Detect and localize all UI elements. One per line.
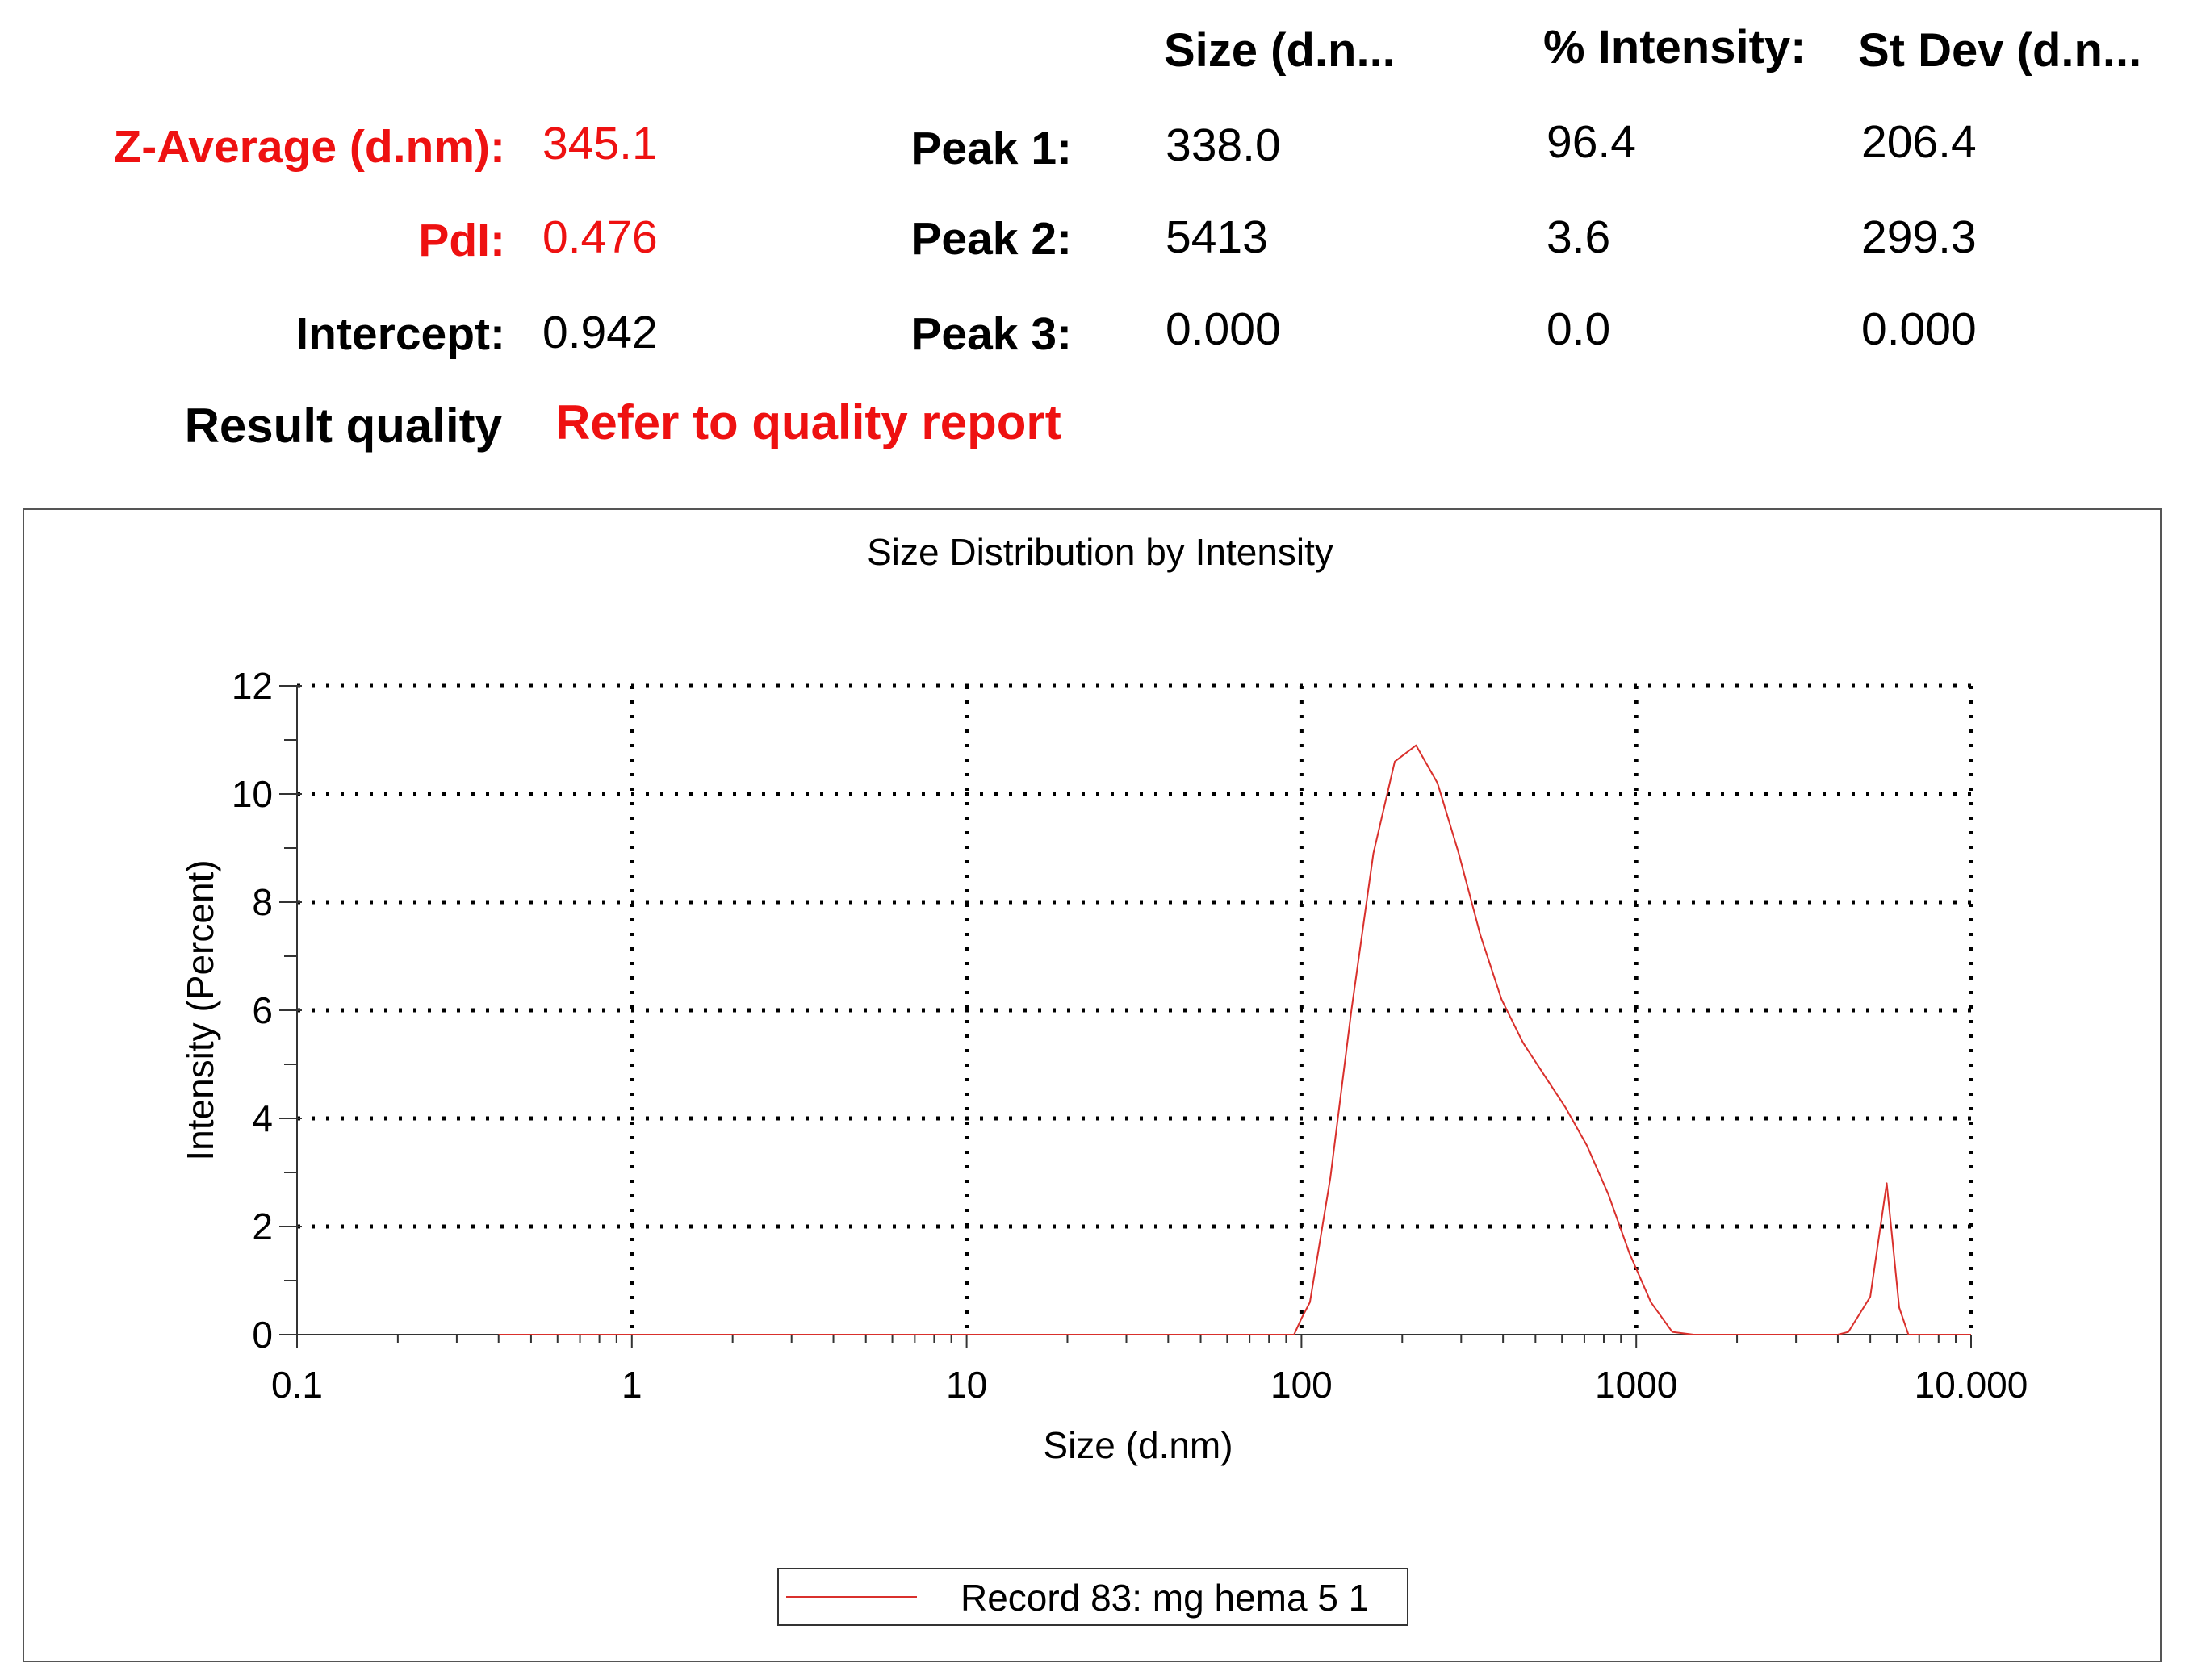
peak-2-intensity: 3.6: [1547, 211, 1611, 263]
y-tick-label: 2: [252, 1206, 273, 1247]
chart-frame: Size Distribution by Intensity 0 2 4 6 8 10 12…: [23, 508, 2162, 1662]
peak-3-size: 0.000: [1166, 303, 1281, 355]
y-tick-label: 10: [232, 773, 273, 815]
peak-2-stdev: 299.3: [1861, 211, 1977, 263]
peak-1-stdev: 206.4: [1861, 116, 1977, 168]
tick-labels: 0 2 4 6 8 10 12 0.1 1 10 100 1000 10.000: [232, 665, 2028, 1406]
y-tick-label: 12: [232, 665, 273, 707]
series-layer: [498, 744, 1971, 1335]
result-quality-value: Refer to quality report: [555, 395, 1061, 449]
y-tick-label: 4: [252, 1097, 273, 1139]
grid-lines: [297, 683, 1973, 1335]
peak-1-size: 338.0: [1166, 119, 1281, 171]
header-size: Size (d.n...: [1164, 24, 1396, 77]
peak-2-size: 5413: [1166, 211, 1268, 263]
tick-marks: [279, 685, 1972, 1348]
header-intensity: % Intensity:: [1543, 21, 1806, 73]
peak-2-label: Peak 2:: [910, 213, 1072, 265]
peak-3-stdev: 0.000: [1861, 303, 1977, 355]
peak-3-intensity: 0.0: [1547, 303, 1611, 355]
legend-label: Record 83: mg hema 5 1: [961, 1577, 1369, 1619]
y-axis-label: Intensity (Percent): [179, 859, 221, 1160]
x-tick-label: 100: [1270, 1364, 1333, 1406]
chart-title: Size Distribution by Intensity: [867, 531, 1333, 573]
peak-3-label: Peak 3:: [910, 308, 1072, 360]
legend: Record 83: mg hema 5 1: [777, 1568, 1408, 1626]
result-quality-label: Result quality: [184, 399, 502, 453]
peak-1-intensity: 96.4: [1547, 116, 1636, 168]
x-tick-label: 10: [946, 1364, 987, 1406]
pdi-label: PdI:: [418, 215, 505, 266]
series-line: [498, 744, 1971, 1335]
header-stdev: St Dev (d.n...: [1858, 24, 2142, 77]
pdi-value: 0.476: [542, 211, 658, 263]
z-average-label: Z-Average (d.nm):: [113, 121, 505, 173]
intercept-value: 0.942: [542, 307, 658, 358]
x-tick-label: 1000: [1595, 1364, 1677, 1406]
y-tick-label: 0: [252, 1314, 273, 1356]
z-average-value: 345.1: [542, 118, 658, 169]
y-tick-label: 8: [252, 881, 273, 923]
peak-1-label: Peak 1:: [910, 123, 1072, 174]
x-tick-label: 0.1: [271, 1364, 323, 1406]
y-tick-label: 6: [252, 989, 273, 1031]
x-tick-label: 10.000: [1915, 1364, 2028, 1406]
intercept-label: Intercept:: [295, 308, 505, 360]
size-distribution-chart: Size Distribution by Intensity 0 2 4 6 8 10 12…: [179, 531, 2028, 1626]
x-axis-label: Size (d.nm): [1043, 1424, 1233, 1466]
axes: [296, 686, 1971, 1335]
x-tick-label: 1: [622, 1364, 642, 1406]
